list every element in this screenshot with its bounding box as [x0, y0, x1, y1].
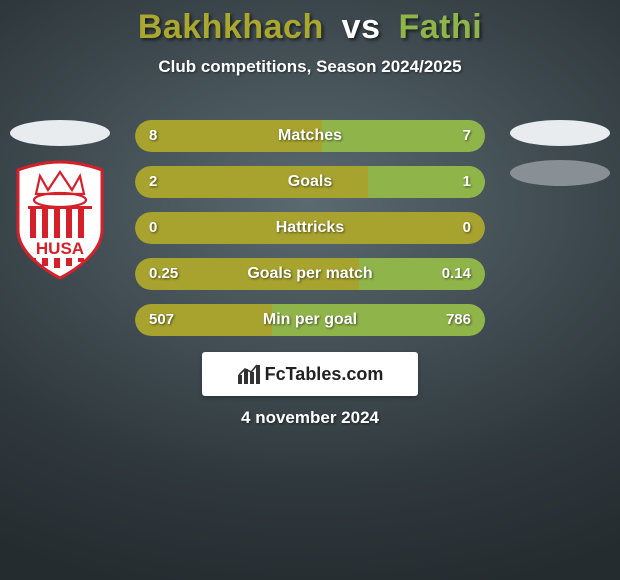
stat-label: Hattricks	[135, 212, 485, 244]
stat-value-right: 0	[463, 212, 471, 244]
stat-value-right: 1	[463, 166, 471, 198]
stat-row: 2Goals1	[135, 166, 485, 198]
stat-label: Goals	[135, 166, 485, 198]
subtitle: Club competitions, Season 2024/2025	[0, 57, 620, 77]
side-left: HUSA	[10, 120, 110, 280]
club-logo-left: HUSA	[10, 160, 110, 280]
branding-badge: FcTables.com	[202, 352, 418, 396]
stat-label: Goals per match	[135, 258, 485, 290]
right-logo-placeholder	[510, 160, 610, 186]
title-player2: Fathi	[398, 8, 482, 46]
title-vs: vs	[342, 8, 381, 46]
stat-row: 507Min per goal786	[135, 304, 485, 336]
title-player1: Bakhkhach	[138, 8, 324, 46]
branding-text: FcTables.com	[265, 364, 384, 385]
club-logo-text: HUSA	[36, 239, 84, 258]
stat-value-right: 786	[446, 304, 471, 336]
stat-label: Matches	[135, 120, 485, 152]
right-name-placeholder	[510, 120, 610, 146]
side-right	[510, 120, 610, 200]
date-text: 4 november 2024	[0, 408, 620, 428]
stat-value-right: 7	[463, 120, 471, 152]
left-name-placeholder	[10, 120, 110, 146]
bars-icon	[237, 363, 261, 385]
stat-row: 0Hattricks0	[135, 212, 485, 244]
page-title: Bakhkhach vs Fathi	[0, 0, 620, 47]
stat-row: 8Matches7	[135, 120, 485, 152]
stat-label: Min per goal	[135, 304, 485, 336]
content-root: Bakhkhach vs Fathi Club competitions, Se…	[0, 0, 620, 580]
stats-panel: 8Matches7 2Goals1 0Hattricks0 0.25Goals per…	[135, 120, 485, 350]
stat-value-right: 0.14	[442, 258, 471, 290]
stat-row: 0.25Goals per match0.14	[135, 258, 485, 290]
